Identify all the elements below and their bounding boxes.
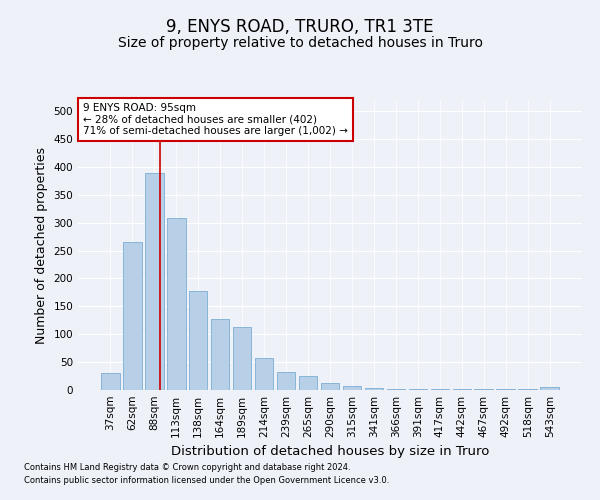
Bar [365, 388, 383, 390]
Text: Contains public sector information licensed under the Open Government Licence v3: Contains public sector information licen… [24, 476, 389, 485]
Bar [409, 389, 427, 390]
Bar [320, 383, 340, 390]
Bar [189, 290, 208, 390]
Bar [233, 327, 251, 390]
Bar [518, 389, 537, 390]
Bar [431, 389, 449, 390]
Bar [452, 389, 471, 390]
Bar [299, 376, 317, 390]
Text: 9, ENYS ROAD, TRURO, TR1 3TE: 9, ENYS ROAD, TRURO, TR1 3TE [166, 18, 434, 36]
Bar [277, 372, 295, 390]
Text: Size of property relative to detached houses in Truro: Size of property relative to detached ho… [118, 36, 482, 50]
Text: Contains HM Land Registry data © Crown copyright and database right 2024.: Contains HM Land Registry data © Crown c… [24, 464, 350, 472]
Bar [145, 172, 164, 390]
Bar [167, 218, 185, 390]
Bar [211, 318, 229, 390]
Bar [496, 389, 515, 390]
Bar [475, 389, 493, 390]
Text: 9 ENYS ROAD: 95sqm
← 28% of detached houses are smaller (402)
71% of semi-detach: 9 ENYS ROAD: 95sqm ← 28% of detached hou… [83, 103, 348, 136]
Bar [343, 386, 361, 390]
Bar [386, 389, 405, 390]
Bar [255, 358, 274, 390]
Bar [123, 242, 142, 390]
Y-axis label: Number of detached properties: Number of detached properties [35, 146, 48, 344]
X-axis label: Distribution of detached houses by size in Truro: Distribution of detached houses by size … [171, 446, 489, 458]
Bar [541, 387, 559, 390]
Bar [101, 374, 119, 390]
